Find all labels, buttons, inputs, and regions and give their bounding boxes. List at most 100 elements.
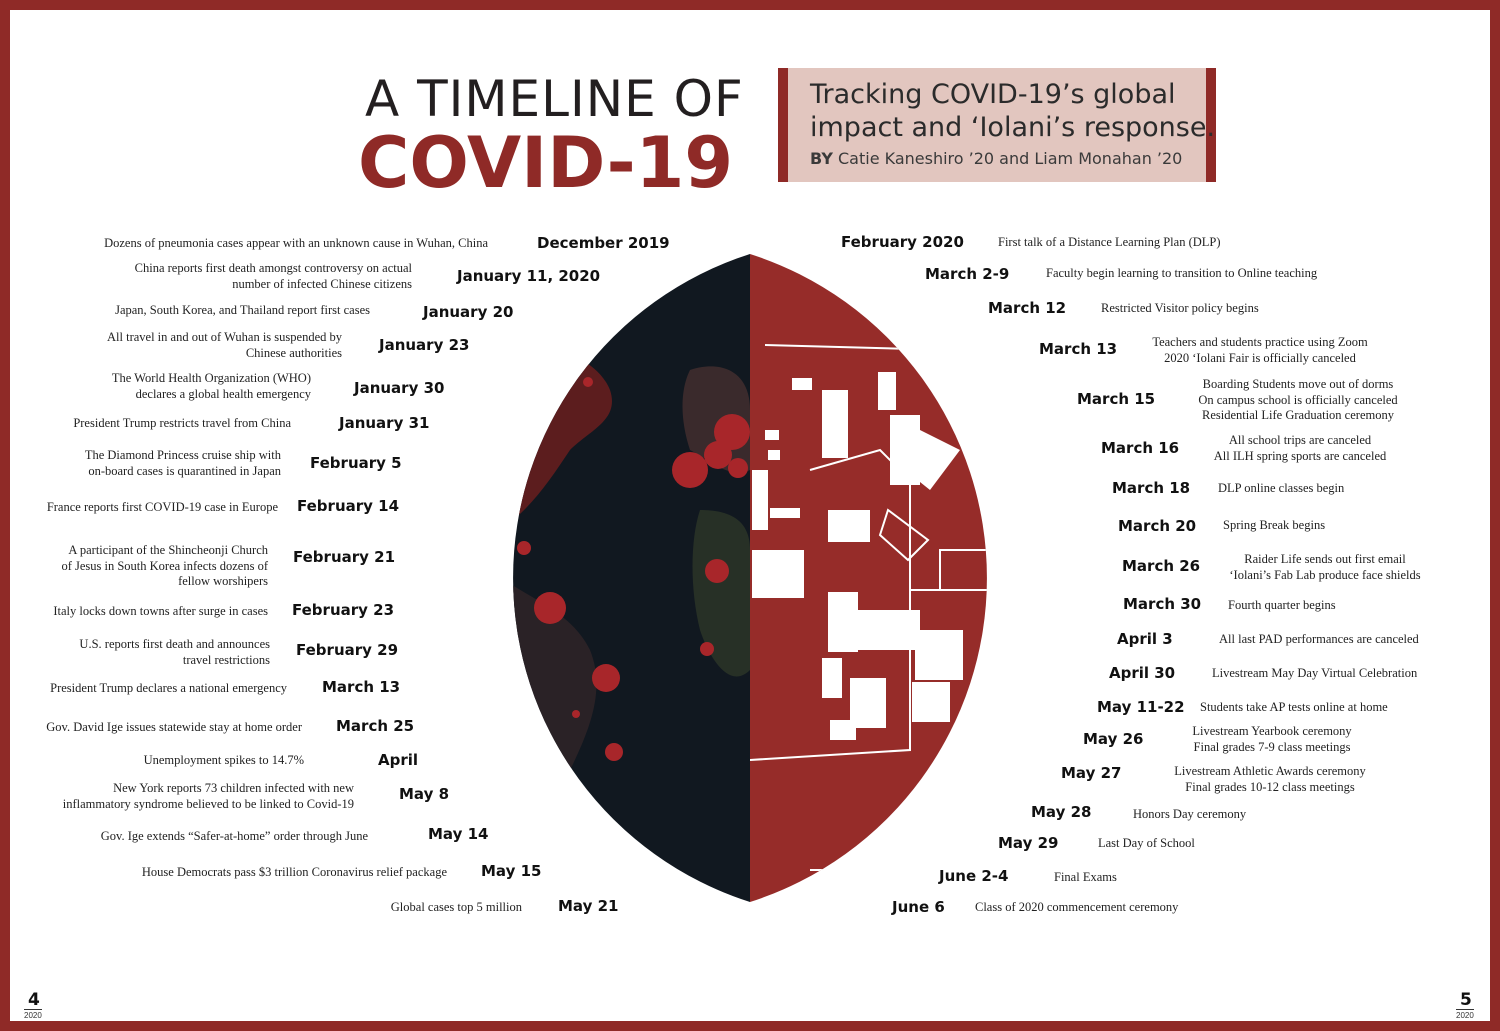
right-event-date: March 12: [988, 299, 1067, 317]
event-text-line: Spring Break begins: [1223, 518, 1326, 532]
left-event-description: Japan, South Korea, and Thailand report …: [115, 303, 370, 319]
case-dot: [513, 344, 527, 358]
left-event-description: New York reports 73 children infected wi…: [63, 781, 354, 812]
right-event-date: May 28: [1031, 803, 1092, 821]
event-text-line: New York reports 73 children infected wi…: [113, 781, 354, 795]
event-text-line: on-board cases is quarantined in Japan: [88, 463, 281, 478]
case-dot: [592, 664, 620, 692]
campus-buildings: [752, 372, 963, 740]
case-dot: [728, 458, 748, 478]
right-event-date: April 30: [1109, 664, 1176, 682]
event-text-line: Class of 2020 commencement ceremony: [975, 900, 1179, 914]
page-number-left: 4: [28, 990, 40, 1010]
event-text-line: President Trump restricts travel from Ch…: [73, 416, 291, 430]
globe-illustration: [513, 254, 987, 902]
event-text-line: Italy locks down towns after surge in ca…: [53, 604, 268, 618]
left-event-date: February 29: [296, 641, 399, 659]
event-text-line: Raider Life sends out first email: [1244, 552, 1406, 566]
subtitle-line-1: Tracking COVID-19’s global: [810, 79, 1176, 110]
right-event-description: Boarding Students move out of dorms On ca…: [1198, 377, 1397, 424]
event-text-line: Livestream May Day Virtual Celebration: [1212, 666, 1418, 680]
case-dot: [513, 652, 521, 684]
event-text-line: Gov. David Ige issues statewide stay at …: [46, 720, 302, 734]
subtitle-box: [788, 68, 1206, 182]
subtitle-bar-left: [778, 68, 788, 182]
right-event-description: Fourth quarter begins: [1228, 598, 1336, 614]
right-event-date: June 2-4: [939, 867, 1009, 885]
left-event-description: U.S. reports first death and announces tr…: [79, 637, 270, 668]
right-event-description: Teachers and students practice using Zoo…: [1152, 335, 1367, 366]
event-text-line: Teachers and students practice using Zoo…: [1152, 335, 1368, 349]
right-event-description: Last Day of School: [1098, 836, 1195, 852]
event-text-line: All last PAD performances are canceled: [1219, 632, 1419, 646]
right-event-description: Raider Life sends out first email ‘Iolani…: [1229, 552, 1420, 583]
event-text-line: declares a global health emergency: [135, 386, 311, 401]
left-event-date: February 14: [297, 497, 400, 515]
case-dot: [534, 592, 566, 624]
left-event-description: All travel in and out of Wuhan is suspen…: [107, 330, 342, 361]
right-event-description: DLP online classes begin: [1218, 481, 1344, 497]
event-text-line: Gov. Ige extends “Safer-at-home” order t…: [100, 829, 368, 843]
right-event-date: March 2-9: [925, 265, 1010, 283]
case-dot: [517, 541, 531, 555]
right-event-date: March 18: [1112, 479, 1191, 497]
left-event-date: March 25: [336, 717, 415, 735]
event-text-line: Final Exams: [1054, 870, 1117, 884]
right-event-date: April 3: [1117, 630, 1173, 648]
right-event-date: February 2020: [841, 233, 964, 251]
africa-landmass: [692, 510, 750, 677]
case-dot: [705, 559, 729, 583]
event-text-line: All school trips are canceled: [1228, 433, 1372, 447]
page-year-left: 2020: [24, 1009, 42, 1020]
case-dot: [714, 414, 750, 450]
event-text-line: Honors Day ceremony: [1133, 807, 1247, 821]
title-line-2: COVID-19: [358, 122, 734, 204]
event-text-line: DLP online classes begin: [1218, 481, 1345, 495]
left-event-description: Global cases top 5 million: [391, 900, 522, 916]
left-event-date: December 2019: [537, 234, 670, 252]
left-event-date: February 5: [310, 454, 402, 472]
right-event-date: March 16: [1101, 439, 1180, 457]
event-text-line: Global cases top 5 million: [390, 900, 522, 914]
event-text-line: Final grades 10-12 class meetings: [1185, 779, 1355, 794]
event-text-line: Fourth quarter begins: [1228, 598, 1336, 612]
left-event-description: The World Health Organization (WHO) decla…: [112, 371, 311, 402]
left-event-description: The Diamond Princess cruise ship with on-…: [85, 448, 281, 479]
right-event-date: May 11-22: [1097, 698, 1185, 716]
byline-prefix: BY: [810, 149, 833, 168]
event-text-line: Japan, South Korea, and Thailand report …: [115, 303, 370, 317]
case-dot: [672, 452, 708, 488]
left-event-date: January 11, 2020: [457, 267, 601, 285]
left-event-date: May 14: [428, 825, 489, 843]
event-text-line: President Trump declares a national emer…: [50, 681, 287, 695]
right-event-date: March 13: [1039, 340, 1118, 358]
subtitle: Tracking COVID-19’s global impact and ‘I…: [810, 78, 1215, 144]
event-text-line: Chinese authorities: [245, 345, 342, 360]
page-number-right: 5: [1460, 990, 1472, 1010]
right-event-date: March 30: [1123, 595, 1202, 613]
event-text-line: Students take AP tests online at home: [1200, 700, 1388, 714]
left-event-date: April: [378, 751, 419, 769]
right-event-date: May 26: [1083, 730, 1144, 748]
right-event-date: June 6: [892, 898, 945, 916]
right-event-description: First talk of a Distance Learning Plan (…: [998, 235, 1221, 251]
case-dot: [700, 642, 714, 656]
event-text-line: France reports first COVID-19 case in Eu…: [46, 500, 278, 514]
case-dot: [583, 377, 593, 387]
subtitle-line-2: impact and ‘Iolani’s response.: [810, 112, 1216, 143]
right-event-date: May 29: [998, 834, 1059, 852]
left-event-date: February 21: [293, 548, 396, 566]
right-event-description: Class of 2020 commencement ceremony: [975, 900, 1178, 916]
event-text-line: Livestream Athletic Awards ceremony: [1174, 764, 1366, 778]
event-text-line: ‘Iolani’s Fab Lab produce face shields: [1229, 567, 1421, 582]
case-dot: [572, 710, 580, 718]
event-text-line: U.S. reports first death and announces: [79, 637, 270, 651]
right-event-description: All last PAD performances are canceled: [1219, 632, 1419, 648]
event-text-line: China reports first death amongst contro…: [134, 261, 412, 275]
event-text-line: 2020 ‘Iolani Fair is officially canceled: [1164, 350, 1356, 365]
event-text-line: fellow worshipers: [178, 574, 268, 588]
event-text-line: Dozens of pneumonia cases appear with an…: [104, 236, 488, 250]
title-line-1: A TIMELINE OF: [365, 70, 744, 128]
event-text-line: of Jesus in South Korea infects dozens o…: [61, 558, 268, 573]
left-event-description: Dozens of pneumonia cases appear with an…: [104, 236, 488, 252]
